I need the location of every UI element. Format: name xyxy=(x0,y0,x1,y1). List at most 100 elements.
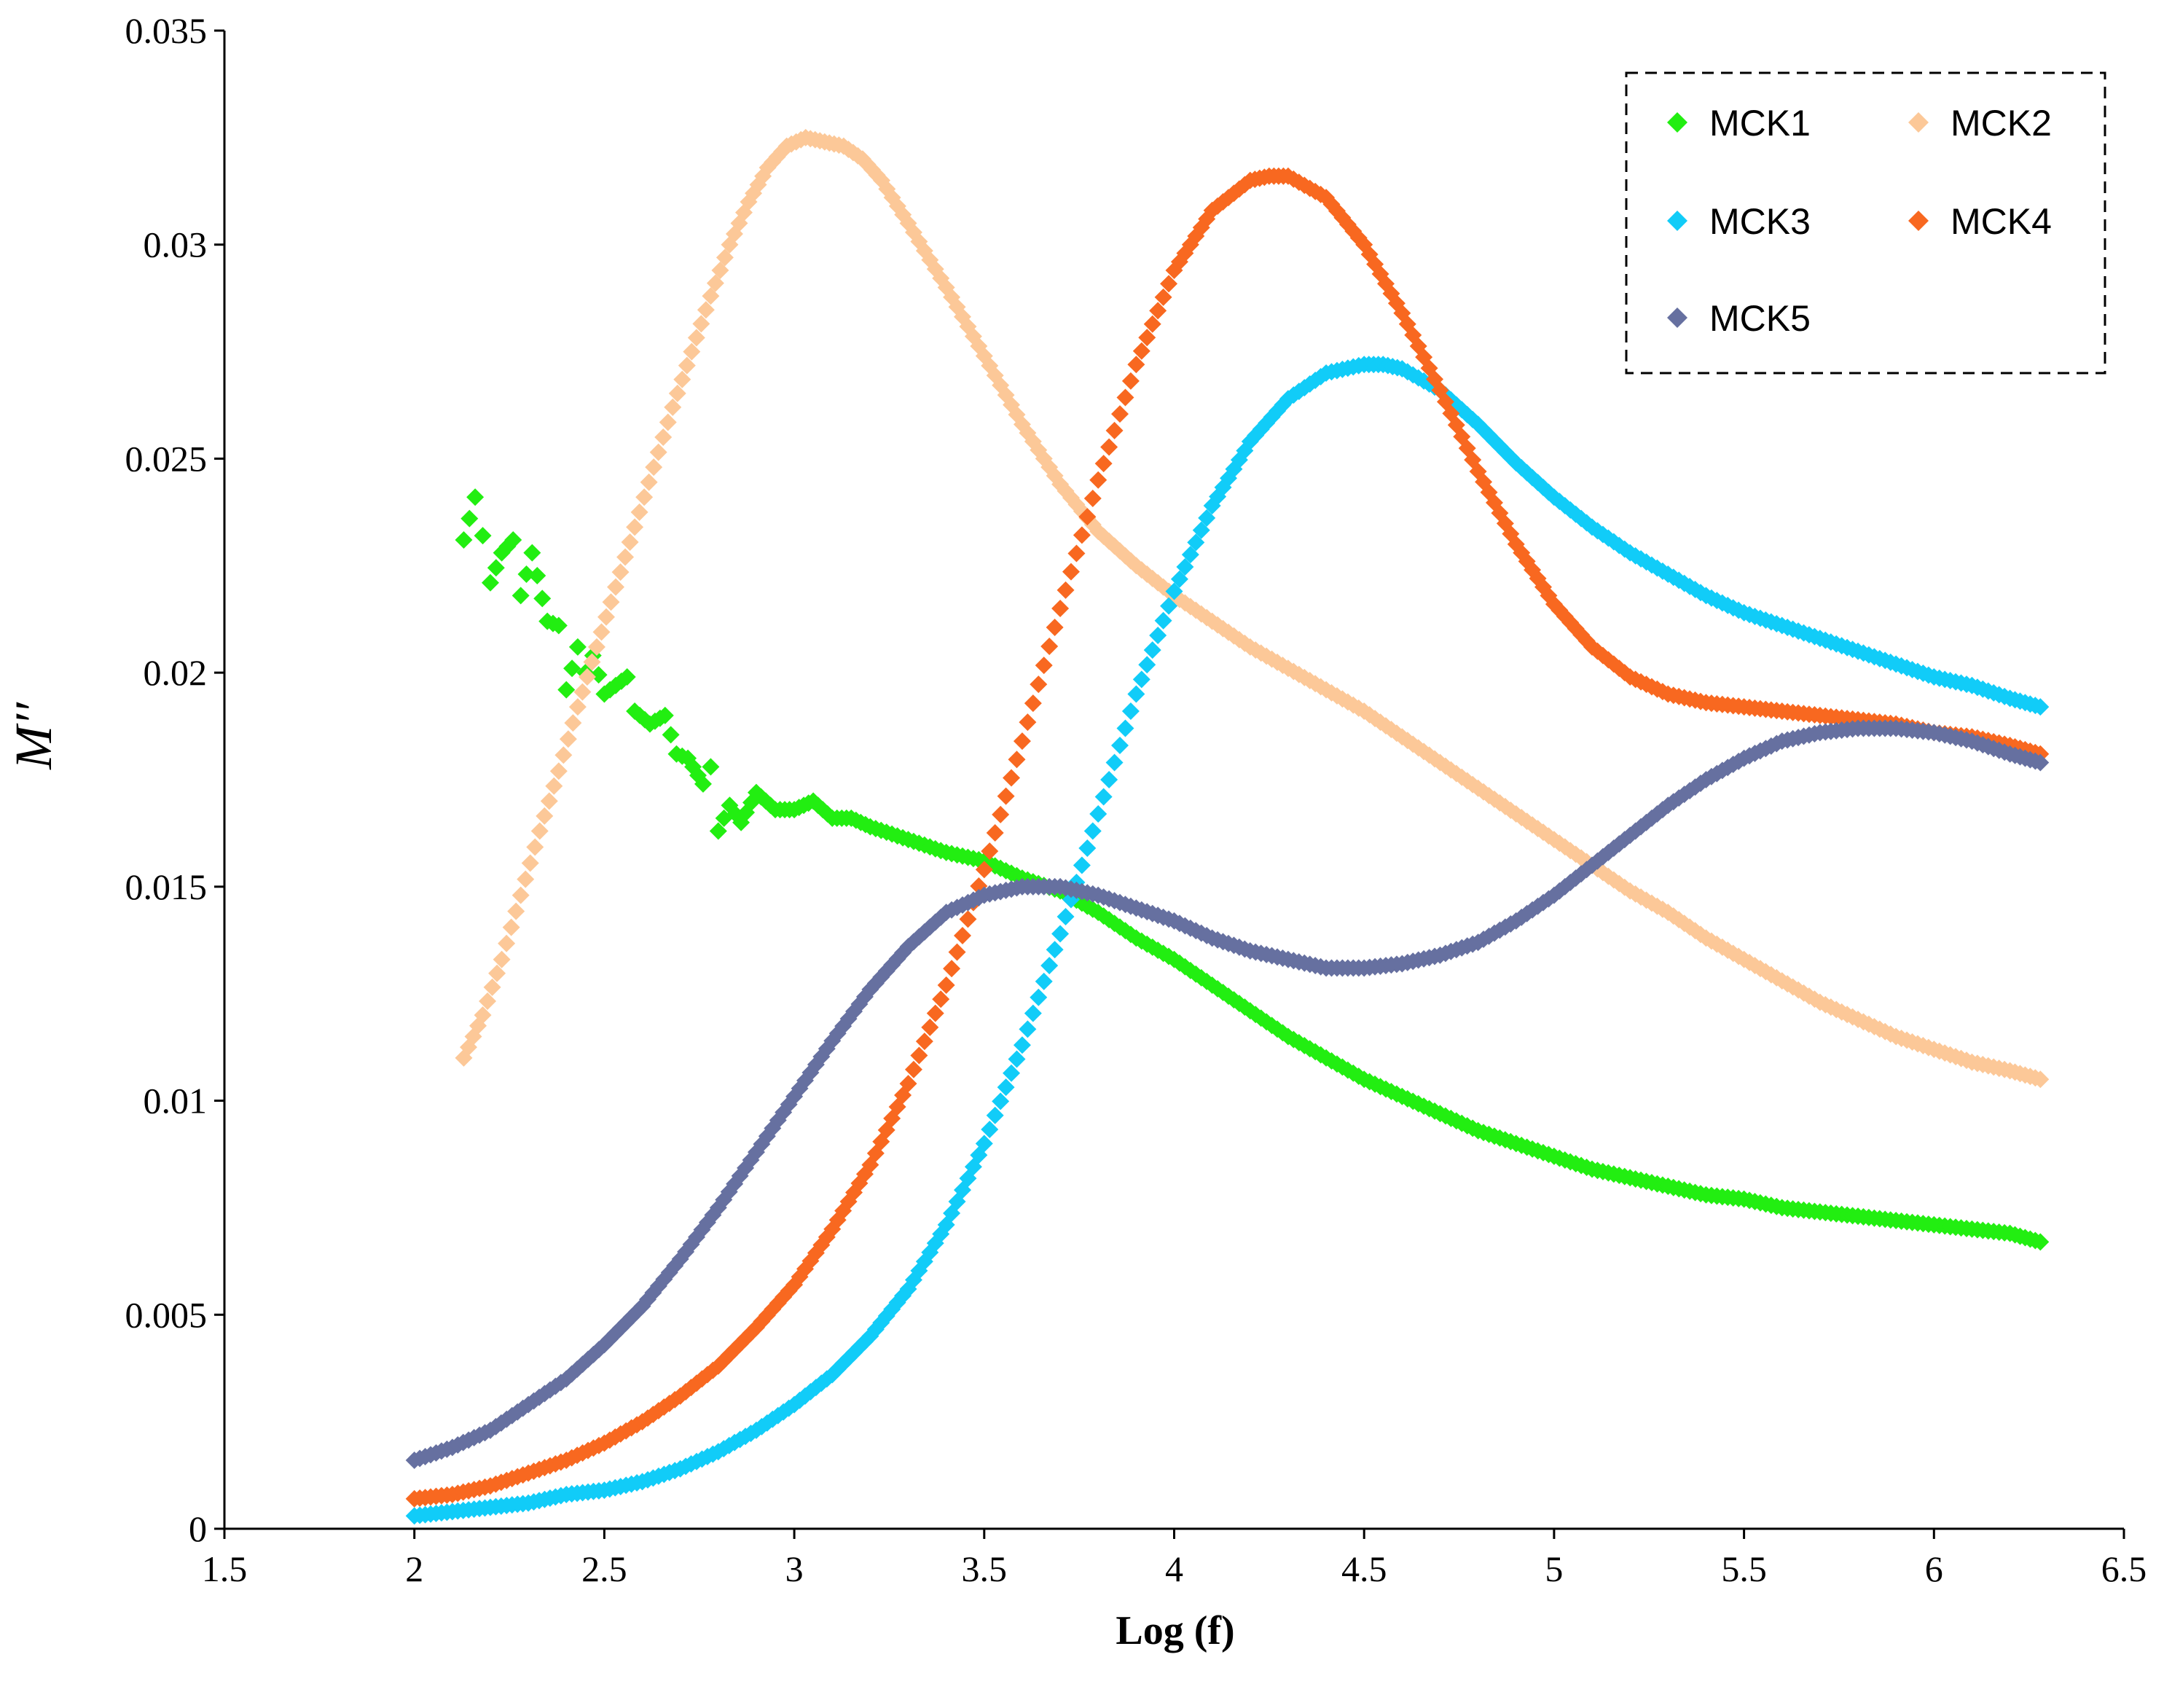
legend-frame xyxy=(1625,71,2106,375)
data-point xyxy=(2031,1070,2050,1089)
data-point xyxy=(1013,1036,1031,1054)
data-point xyxy=(683,342,701,361)
data-point xyxy=(466,488,485,506)
data-point xyxy=(533,589,552,608)
y-tick-label: 0.025 xyxy=(125,438,208,479)
data-point xyxy=(915,1033,933,1051)
data-point xyxy=(662,726,680,744)
data-point xyxy=(1089,471,1108,489)
data-point xyxy=(659,413,677,431)
data-point xyxy=(1404,735,1422,753)
data-point xyxy=(1132,342,1150,360)
data-point xyxy=(1094,788,1113,806)
x-tick-label: 5.5 xyxy=(1721,1548,1767,1589)
data-point xyxy=(702,758,720,776)
data-point xyxy=(563,659,581,678)
data-point xyxy=(1008,751,1026,769)
data-point xyxy=(910,1046,928,1065)
y-tick-label: 0.035 xyxy=(125,10,208,51)
data-point xyxy=(597,608,616,626)
data-point xyxy=(1083,489,1102,507)
data-point xyxy=(1160,275,1178,293)
data-point xyxy=(1111,737,1129,755)
data-point xyxy=(904,1060,922,1078)
data-point xyxy=(1138,329,1156,347)
data-point xyxy=(1073,526,1091,544)
data-point xyxy=(618,668,636,686)
data-point xyxy=(507,902,525,920)
data-point xyxy=(616,548,635,566)
data-point xyxy=(504,531,522,549)
data-point xyxy=(559,730,577,748)
legend-item-mck3: MCK3 xyxy=(1667,201,1811,242)
data-point xyxy=(498,934,516,952)
data-point xyxy=(1083,822,1102,840)
data-point xyxy=(986,1106,1004,1124)
data-point xyxy=(1165,582,1183,600)
data-point xyxy=(536,807,554,825)
data-point xyxy=(1035,657,1053,675)
data-point xyxy=(1192,521,1210,539)
data-point xyxy=(656,706,674,724)
data-point xyxy=(602,593,620,611)
data-point xyxy=(549,616,568,635)
data-point xyxy=(487,559,505,577)
data-point xyxy=(1105,753,1124,772)
data-point xyxy=(511,886,530,904)
x-tick-label: 3 xyxy=(785,1548,804,1589)
x-tick-label: 6.5 xyxy=(2101,1548,2147,1589)
data-point xyxy=(692,315,710,333)
legend-label: MCK2 xyxy=(1951,103,2052,144)
data-point xyxy=(1187,533,1205,552)
data-point xyxy=(635,488,654,506)
x-tick-label: 4 xyxy=(1165,1548,1183,1589)
data-point xyxy=(479,992,497,1010)
data-point xyxy=(1160,597,1178,615)
data-point xyxy=(948,943,966,961)
legend-item-mck1: MCK1 xyxy=(1667,103,1811,144)
y-tick-label: 0.015 xyxy=(125,866,208,907)
data-point xyxy=(1078,508,1097,526)
data-point xyxy=(673,370,691,388)
data-point xyxy=(474,1006,492,1025)
data-point xyxy=(1127,685,1145,703)
data-point xyxy=(709,822,727,840)
data-point xyxy=(483,978,501,996)
data-point xyxy=(926,1004,944,1022)
data-point xyxy=(706,274,724,292)
data-point xyxy=(1154,288,1172,306)
data-point xyxy=(1116,388,1134,407)
series-mck3 xyxy=(405,356,2050,1525)
data-point xyxy=(1046,941,1064,959)
data-point xyxy=(1051,600,1070,618)
data-point xyxy=(1030,675,1048,694)
legend-marker xyxy=(1667,211,1687,231)
data-point xyxy=(937,976,955,994)
data-point xyxy=(1105,421,1124,439)
data-point xyxy=(1013,732,1031,751)
data-point xyxy=(502,918,520,936)
data-point xyxy=(1056,581,1075,599)
y-tick-label: 0.03 xyxy=(144,224,208,265)
data-point xyxy=(1181,546,1199,564)
data-point xyxy=(992,1092,1010,1110)
series-layer xyxy=(405,128,2050,1525)
legend-label: MCK3 xyxy=(1709,201,1811,242)
data-point xyxy=(517,565,536,584)
data-point xyxy=(583,653,601,671)
data-point xyxy=(474,527,492,545)
data-point xyxy=(645,458,663,477)
data-point xyxy=(607,578,625,596)
data-point xyxy=(943,960,961,978)
data-point xyxy=(702,287,720,305)
data-point xyxy=(921,1018,939,1036)
data-point xyxy=(981,1121,999,1139)
series-mck1 xyxy=(455,488,2050,1251)
data-point xyxy=(611,563,630,581)
data-point xyxy=(1046,619,1064,637)
data-point xyxy=(568,698,587,716)
legend-marker xyxy=(1908,112,1929,133)
data-point xyxy=(716,248,734,267)
data-point xyxy=(1073,856,1091,874)
y-tick-label: 0 xyxy=(189,1508,207,1549)
